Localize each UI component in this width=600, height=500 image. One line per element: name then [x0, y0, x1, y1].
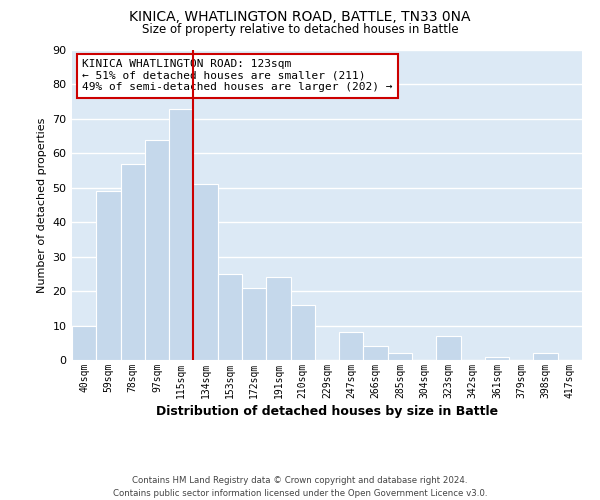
Bar [485, 356, 509, 360]
Bar [533, 353, 558, 360]
Bar [242, 288, 266, 360]
Text: KINICA WHATLINGTON ROAD: 123sqm
← 51% of detached houses are smaller (211)
49% o: KINICA WHATLINGTON ROAD: 123sqm ← 51% of… [82, 60, 392, 92]
Bar [436, 336, 461, 360]
Bar [364, 346, 388, 360]
Bar [96, 191, 121, 360]
Bar [121, 164, 145, 360]
Bar [169, 108, 193, 360]
Y-axis label: Number of detached properties: Number of detached properties [37, 118, 47, 292]
X-axis label: Distribution of detached houses by size in Battle: Distribution of detached houses by size … [156, 405, 498, 418]
Bar [290, 305, 315, 360]
Bar [266, 278, 290, 360]
Text: Contains HM Land Registry data © Crown copyright and database right 2024.
Contai: Contains HM Land Registry data © Crown c… [113, 476, 487, 498]
Bar [72, 326, 96, 360]
Bar [145, 140, 169, 360]
Bar [339, 332, 364, 360]
Text: KINICA, WHATLINGTON ROAD, BATTLE, TN33 0NA: KINICA, WHATLINGTON ROAD, BATTLE, TN33 0… [129, 10, 471, 24]
Bar [388, 353, 412, 360]
Bar [218, 274, 242, 360]
Text: Size of property relative to detached houses in Battle: Size of property relative to detached ho… [142, 22, 458, 36]
Bar [193, 184, 218, 360]
